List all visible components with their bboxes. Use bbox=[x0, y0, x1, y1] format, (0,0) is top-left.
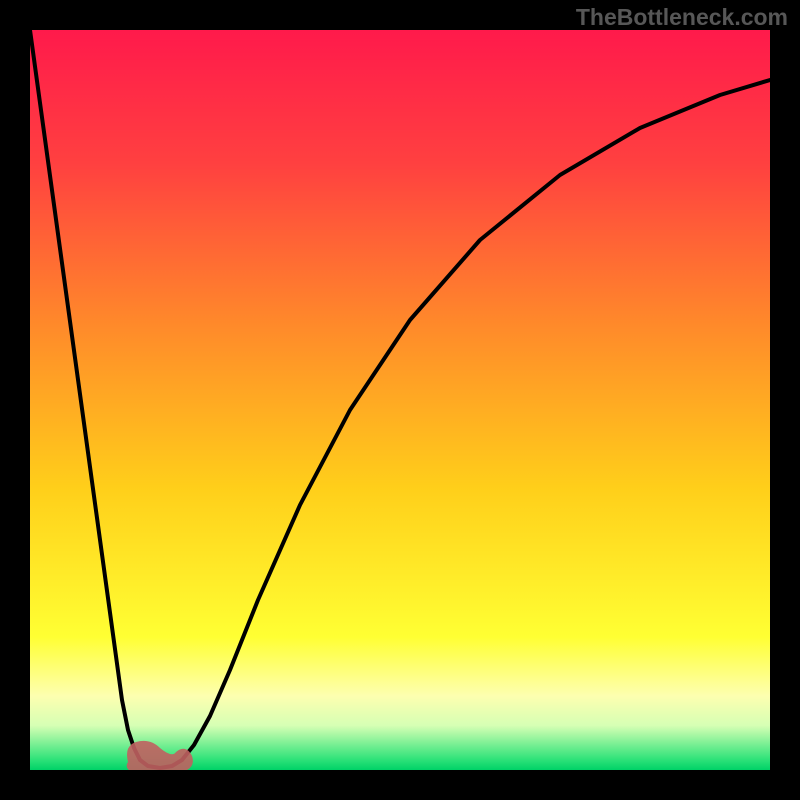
watermark-text: TheBottleneck.com bbox=[576, 4, 788, 31]
marker-layer bbox=[30, 30, 770, 770]
chart-container: TheBottleneck.com bbox=[0, 0, 800, 800]
plot-area bbox=[30, 30, 770, 770]
optimal-marker bbox=[127, 741, 193, 770]
